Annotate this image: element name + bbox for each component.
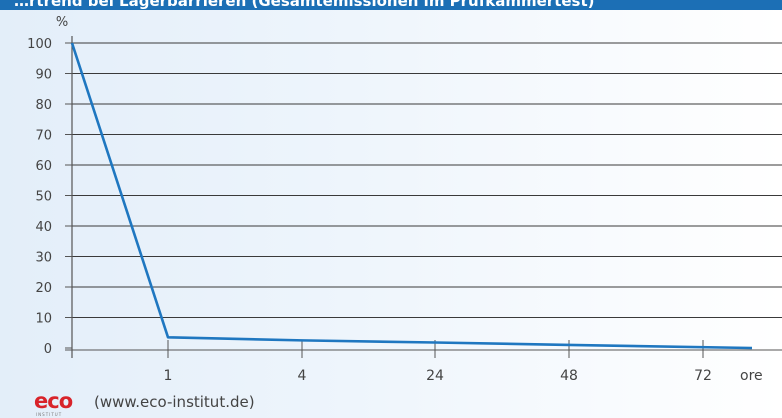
x-tick-label-24: 24 [426,368,444,384]
x-axis-label: ore [740,368,763,384]
logo-subtext: INSTITUT [36,412,63,417]
x-tick-label-4: 4 [298,368,307,384]
line-chart: 0 10 20 30 40 50 60 70 80 90 100 1 4 24 48 72 % ore [27,15,782,384]
series-line [70,42,753,350]
axes [65,36,782,358]
y-tick-label-10: 10 [35,312,52,327]
y-axis-ticks: 0 10 20 30 40 50 60 70 80 90 100 [27,37,72,357]
y-axis-label: % [56,15,68,30]
eco-institut-logo: eco [34,389,73,413]
x-tick-label-48: 48 [560,368,578,384]
y-tick-label-60: 60 [35,159,52,174]
x-tick-label-1: 1 [164,368,173,384]
chart-title: …rtrend bei Lagerbarrieren (Gesamtemissi… [0,0,782,10]
y-tick-label-50: 50 [35,190,52,205]
x-tick-label-72: 72 [694,368,712,384]
source-credit: (www.eco-institut.de) [94,393,255,411]
y-tick-label-80: 80 [35,98,52,113]
y-tick-label-90: 90 [35,68,52,83]
y-tick-label-70: 70 [35,129,52,144]
x-axis-ticks: 1 4 24 48 72 [164,340,712,384]
grid-lines [72,42,782,318]
y-tick-label-30: 30 [35,251,52,266]
y-tick-label-20: 20 [35,281,52,296]
series-layer [70,42,753,350]
y-tick-label-40: 40 [35,220,52,235]
y-tick-label-100: 100 [27,37,52,52]
y-tick-label-0: 0 [44,342,52,357]
